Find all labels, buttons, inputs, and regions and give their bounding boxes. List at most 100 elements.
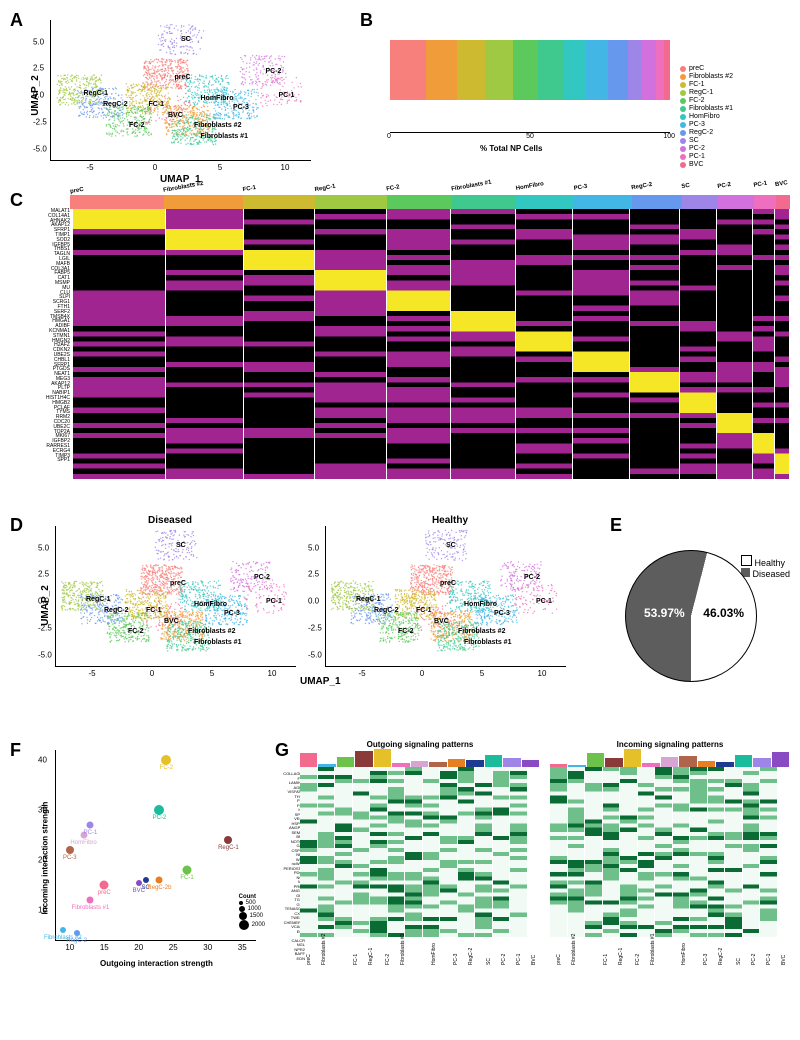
sig-title-out: Outgoing signaling patterns: [300, 740, 540, 749]
cluster-label: Fibroblasts #2: [188, 628, 235, 635]
sig-topbar-in: [550, 749, 790, 767]
cluster-label: Fibroblasts #1: [201, 133, 248, 140]
legend-item: PC-1: [680, 153, 733, 160]
row-ab: A UMAP_2 -50510-5.0-2.50.02.55.0SCpreCPC…: [10, 10, 790, 180]
scatter-point: [100, 881, 109, 890]
cluster-label: HomFibro: [194, 601, 227, 608]
cluster-label: RegC-1: [356, 596, 381, 603]
cluster-label: FC-1: [149, 101, 165, 108]
panel-d-title-2: Healthy: [310, 515, 590, 526]
cluster-label: HomFibro: [201, 95, 234, 102]
sig-title-in: Incoming signaling patterns: [550, 740, 790, 749]
scatter-point: [60, 927, 66, 933]
scatter-point: [224, 836, 232, 844]
cluster-label: PC-1: [279, 92, 295, 99]
scatter-point: [183, 866, 192, 875]
cluster-label: FC-2: [398, 628, 414, 635]
stacked-segment: [664, 40, 670, 100]
heatmap-header: preCFibroblasts #2FC-1RegC-1FC-2Fibrobla…: [70, 195, 790, 209]
legend-item: FC-1: [680, 81, 733, 88]
cluster-label: PC-2: [254, 574, 270, 581]
panel-b-xlabel: % Total NP Cells: [480, 144, 542, 153]
panel-a-wrap: A UMAP_2 -50510-5.0-2.50.02.55.0SCpreCPC…: [10, 10, 330, 180]
pie-legend: Healthy Diseased: [741, 555, 790, 579]
cluster-label: RegC-2: [103, 101, 128, 108]
cluster-label: FC-1: [146, 607, 162, 614]
scatter-point: [156, 877, 163, 884]
panel-d-wrap: D Diseased UMAP_2 -50510-5.0-2.50.02.55.…: [10, 515, 590, 730]
panel-d-healthy: Healthy -50510-5.0-2.50.02.55.0SCpreCPC-…: [310, 515, 590, 695]
pie-legend-healthy: Healthy: [741, 555, 790, 568]
cluster-label: Fibroblasts #1: [464, 639, 511, 646]
stacked-segment: [656, 40, 664, 100]
scatter-point: [66, 846, 74, 854]
panel-d-diseased: Diseased UMAP_2 -50510-5.0-2.50.02.55.0S…: [30, 515, 310, 695]
cluster-label: PC-1: [266, 598, 282, 605]
panel-label-c: C: [10, 190, 23, 211]
cluster-label: preC: [170, 580, 186, 587]
panel-c: preCFibroblasts #2FC-1RegC-1FC-2Fibrobla…: [30, 195, 790, 505]
cluster-label: preC: [440, 580, 456, 587]
legend-item: Fibroblasts #2: [680, 73, 733, 80]
legend-item: HomFibro: [680, 113, 733, 120]
scatter-point: [87, 897, 94, 904]
umap-d1-plot: -50510-5.0-2.50.02.55.0SCpreCPC-2RegC-1R…: [55, 526, 296, 667]
panel-label-b: B: [360, 10, 373, 31]
legend-item: PC-3: [680, 121, 733, 128]
cluster-label: PC-1: [536, 598, 552, 605]
panel-e: Healthy Diseased 53.97% 46.03%: [610, 550, 790, 730]
panel-g-wrap: G COLLAGENFN1LAMININAGRNVISFATINTHBSPTNF…: [275, 740, 790, 970]
sig-heatmap-in: Incoming signaling patterns preCFibrobla…: [550, 740, 790, 970]
stacked-segment: [485, 40, 513, 100]
stacked-segment: [426, 40, 457, 100]
cluster-label: BVC: [164, 618, 179, 625]
umap-a-plot: -50510-5.0-2.50.02.55.0SCpreCPC-2RegC-1R…: [50, 20, 311, 161]
panel-f: Incoming interaction strength 1015202530…: [20, 740, 270, 970]
panel-d-xlabel: UMAP_1: [300, 676, 341, 687]
heatmap-gene-labels: MALAT1COL14A1AHNAK2AKAP12SFRP1TIMP1SOD2I…: [30, 209, 73, 479]
cluster-label: FC-1: [416, 607, 432, 614]
pie-label-healthy: 46.03%: [703, 606, 744, 620]
cluster-label: Fibroblasts #2: [194, 122, 241, 129]
panel-d-title-1: Diseased: [30, 515, 310, 526]
pie-chart: 53.97% 46.03%: [625, 550, 757, 682]
stacked-segment: [608, 40, 628, 100]
sig-xlabels-out: preCFibroblasts #2FC-1RegC-1FC-2Fibrobla…: [300, 937, 540, 967]
row-de: D Diseased UMAP_2 -50510-5.0-2.50.02.55.…: [10, 515, 790, 730]
heatmap-body: MALAT1COL14A1AHNAK2AKAP12SFRP1TIMP1SOD2I…: [30, 209, 790, 479]
legend-item: PC-2: [680, 145, 733, 152]
legend-item: Fibroblasts #1: [680, 105, 733, 112]
cluster-label: BVC: [168, 112, 183, 119]
scatter-plot: 10152025303510203040Fibroblasts #2RegC-2…: [55, 750, 256, 941]
legend-item: SC: [680, 137, 733, 144]
heatmap-columns: [73, 209, 790, 479]
legend-item: RegC-2: [680, 129, 733, 136]
cluster-label: RegC-2: [374, 607, 399, 614]
cluster-label: HomFibro: [464, 601, 497, 608]
cluster-label: RegC-1: [84, 90, 109, 97]
scatter-point: [154, 805, 164, 815]
pie-label-diseased: 53.97%: [644, 606, 685, 620]
cluster-label: RegC-1: [86, 596, 111, 603]
panel-label-d: D: [10, 515, 23, 536]
panel-label-e: E: [610, 515, 622, 536]
stacked-segment: [564, 40, 586, 100]
panel-b-wrap: B 0 50 100 % Total NP Cells preCFibrobla…: [360, 10, 780, 180]
stacked-segment: [628, 40, 642, 100]
sig-heatmap-out: Outgoing signaling patterns preCFibrobla…: [300, 740, 540, 970]
legend-item: FC-2: [680, 97, 733, 104]
stacked-segment: [642, 40, 656, 100]
panel-label-g: G: [275, 740, 289, 761]
cluster-label: PC-3: [224, 610, 240, 617]
panel-g: COLLAGENFN1LAMININAGRNVISFATINTHBSPTNFGF…: [290, 740, 790, 970]
cluster-label: FC-2: [129, 122, 145, 129]
panel-c-wrap: C preCFibroblasts #2FC-1RegC-1FC-2Fibrob…: [10, 195, 790, 505]
legend-item: RegC-1: [680, 89, 733, 96]
pie-legend-diseased: Diseased: [741, 568, 790, 579]
cluster-label: Fibroblasts #1: [194, 639, 241, 646]
scatter-point: [74, 930, 80, 936]
stacked-segment: [513, 40, 538, 100]
sig-body-in: [550, 767, 790, 937]
cluster-label: FC-2: [128, 628, 144, 635]
cluster-label: RegC-2: [104, 607, 129, 614]
